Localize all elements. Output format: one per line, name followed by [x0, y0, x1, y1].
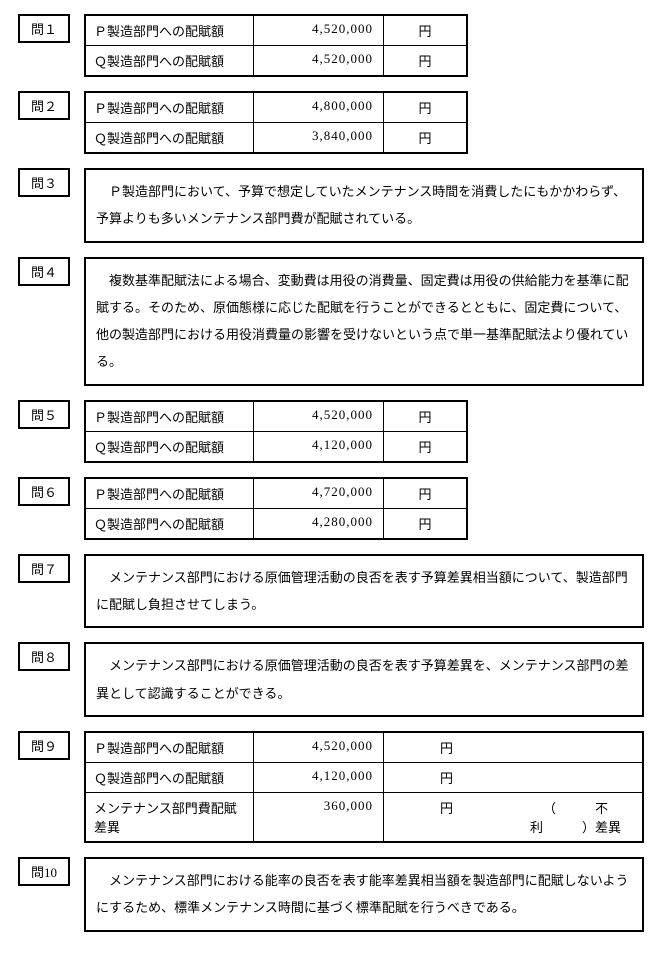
row-value: 4,800,000 [254, 93, 384, 122]
table-row: Ｑ製造部門への配賦額4,120,000円 [86, 763, 642, 793]
row-extra [509, 733, 642, 762]
question-body: Ｐ製造部門への配賦額4,520,000円Ｑ製造部門への配賦額4,520,000円 [84, 14, 644, 77]
answer-table: Ｐ製造部門への配賦額4,520,000円Ｑ製造部門への配賦額4,120,000円 [84, 400, 468, 463]
row-label: Ｐ製造部門への配賦額 [86, 733, 254, 762]
answer-text-box: Ｐ製造部門において、予算で想定していたメンテナンス時間を消費したにもかかわらず、… [84, 168, 644, 243]
question-row: 問10 メンテナンス部門における能率の良否を表す能率差異相当額を製造部門に配賦しな… [18, 857, 644, 932]
question-row: 問９Ｐ製造部門への配賦額4,520,000円Ｑ製造部門への配賦額4,120,00… [18, 731, 644, 843]
answer-table: Ｐ製造部門への配賦額4,520,000円Ｑ製造部門への配賦額4,120,000円… [84, 731, 644, 843]
question-label: 問５ [18, 400, 70, 429]
row-value: 4,720,000 [254, 479, 384, 508]
table-row: Ｑ製造部門への配賦額4,120,000円 [86, 432, 466, 461]
answer-table: Ｐ製造部門への配賦額4,520,000円Ｑ製造部門への配賦額4,520,000円 [84, 14, 468, 77]
row-label: Ｐ製造部門への配賦額 [86, 479, 254, 508]
table-row: Ｐ製造部門への配賦額4,800,000円 [86, 93, 466, 123]
answer-text-box: メンテナンス部門における原価管理活動の良否を表す予算差異相当額について、製造部門… [84, 554, 644, 629]
row-unit: 円 [384, 432, 466, 461]
row-label: Ｐ製造部門への配賦額 [86, 402, 254, 431]
row-value: 4,520,000 [254, 402, 384, 431]
question-label: 問６ [18, 477, 70, 506]
question-body: Ｐ製造部門への配賦額4,520,000円Ｑ製造部門への配賦額4,120,000円 [84, 400, 644, 463]
row-value: 4,280,000 [254, 509, 384, 538]
question-row: 問５Ｐ製造部門への配賦額4,520,000円Ｑ製造部門への配賦額4,120,00… [18, 400, 644, 463]
row-value: 4,520,000 [254, 733, 384, 762]
table-row: メンテナンス部門費配賦差異360,000円（ 不利 ）差異 [86, 793, 642, 841]
answer-text-box: メンテナンス部門における原価管理活動の良否を表す予算差異を、メンテナンス部門の差… [84, 642, 644, 717]
answer-table: Ｐ製造部門への配賦額4,720,000円Ｑ製造部門への配賦額4,280,000円 [84, 477, 468, 540]
row-unit: 円 [384, 763, 509, 792]
row-unit: 円 [384, 733, 509, 762]
row-extra [509, 763, 642, 792]
row-value: 360,000 [254, 793, 384, 841]
row-label: Ｑ製造部門への配賦額 [86, 123, 254, 152]
question-body: Ｐ製造部門において、予算で想定していたメンテナンス時間を消費したにもかかわらず、… [84, 168, 644, 243]
row-label: Ｑ製造部門への配賦額 [86, 763, 254, 792]
question-body: メンテナンス部門における原価管理活動の良否を表す予算差異相当額について、製造部門… [84, 554, 644, 629]
question-row: 問３ Ｐ製造部門において、予算で想定していたメンテナンス時間を消費したにもかかわら… [18, 168, 644, 243]
table-row: Ｑ製造部門への配賦額4,280,000円 [86, 509, 466, 538]
question-row: 問６Ｐ製造部門への配賦額4,720,000円Ｑ製造部門への配賦額4,280,00… [18, 477, 644, 540]
question-body: Ｐ製造部門への配賦額4,800,000円Ｑ製造部門への配賦額3,840,000円 [84, 91, 644, 154]
answer-text-box: 複数基準配賦法による場合、変動費は用役の消費量、固定費は用役の供給能力を基準に配… [84, 257, 644, 386]
question-row: 問２Ｐ製造部門への配賦額4,800,000円Ｑ製造部門への配賦額3,840,00… [18, 91, 644, 154]
table-row: Ｐ製造部門への配賦額4,720,000円 [86, 479, 466, 509]
row-value: 3,840,000 [254, 123, 384, 152]
row-unit: 円 [384, 93, 466, 122]
row-extra: （ 不利 ）差異 [509, 793, 642, 841]
question-body: Ｐ製造部門への配賦額4,720,000円Ｑ製造部門への配賦額4,280,000円 [84, 477, 644, 540]
row-value: 4,520,000 [254, 16, 384, 45]
question-label: 問８ [18, 642, 70, 671]
question-row: 問７ メンテナンス部門における原価管理活動の良否を表す予算差異相当額について、製造… [18, 554, 644, 629]
question-label: 問10 [18, 857, 70, 886]
row-value: 4,520,000 [254, 46, 384, 75]
row-label: Ｐ製造部門への配賦額 [86, 16, 254, 45]
question-body: 複数基準配賦法による場合、変動費は用役の消費量、固定費は用役の供給能力を基準に配… [84, 257, 644, 386]
table-row: Ｐ製造部門への配賦額4,520,000円 [86, 402, 466, 432]
question-body: メンテナンス部門における能率の良否を表す能率差異相当額を製造部門に配賦しないよう… [84, 857, 644, 932]
row-label: Ｐ製造部門への配賦額 [86, 93, 254, 122]
question-label: 問７ [18, 554, 70, 583]
row-unit: 円 [384, 123, 466, 152]
question-label: 問３ [18, 168, 70, 197]
row-unit: 円 [384, 509, 466, 538]
row-unit: 円 [384, 46, 466, 75]
row-label: Ｑ製造部門への配賦額 [86, 509, 254, 538]
row-unit: 円 [384, 16, 466, 45]
row-value: 4,120,000 [254, 763, 384, 792]
answer-text-box: メンテナンス部門における能率の良否を表す能率差異相当額を製造部門に配賦しないよう… [84, 857, 644, 932]
table-row: Ｑ製造部門への配賦額3,840,000円 [86, 123, 466, 152]
question-row: 問８ メンテナンス部門における原価管理活動の良否を表す予算差異を、メンテナンス部門… [18, 642, 644, 717]
question-row: 問１Ｐ製造部門への配賦額4,520,000円Ｑ製造部門への配賦額4,520,00… [18, 14, 644, 77]
question-row: 問４ 複数基準配賦法による場合、変動費は用役の消費量、固定費は用役の供給能力を基準… [18, 257, 644, 386]
row-unit: 円 [384, 402, 466, 431]
question-body: Ｐ製造部門への配賦額4,520,000円Ｑ製造部門への配賦額4,120,000円… [84, 731, 644, 843]
row-value: 4,120,000 [254, 432, 384, 461]
row-label: Ｑ製造部門への配賦額 [86, 432, 254, 461]
question-label: 問２ [18, 91, 70, 120]
table-row: Ｐ製造部門への配賦額4,520,000円 [86, 16, 466, 46]
answer-table: Ｐ製造部門への配賦額4,800,000円Ｑ製造部門への配賦額3,840,000円 [84, 91, 468, 154]
question-label: 問９ [18, 731, 70, 760]
question-body: メンテナンス部門における原価管理活動の良否を表す予算差異を、メンテナンス部門の差… [84, 642, 644, 717]
row-label: Ｑ製造部門への配賦額 [86, 46, 254, 75]
row-label: メンテナンス部門費配賦差異 [86, 793, 254, 841]
table-row: Ｑ製造部門への配賦額4,520,000円 [86, 46, 466, 75]
question-label: 問１ [18, 14, 70, 43]
table-row: Ｐ製造部門への配賦額4,520,000円 [86, 733, 642, 763]
row-unit: 円 [384, 479, 466, 508]
question-label: 問４ [18, 257, 70, 286]
row-unit: 円 [384, 793, 509, 841]
